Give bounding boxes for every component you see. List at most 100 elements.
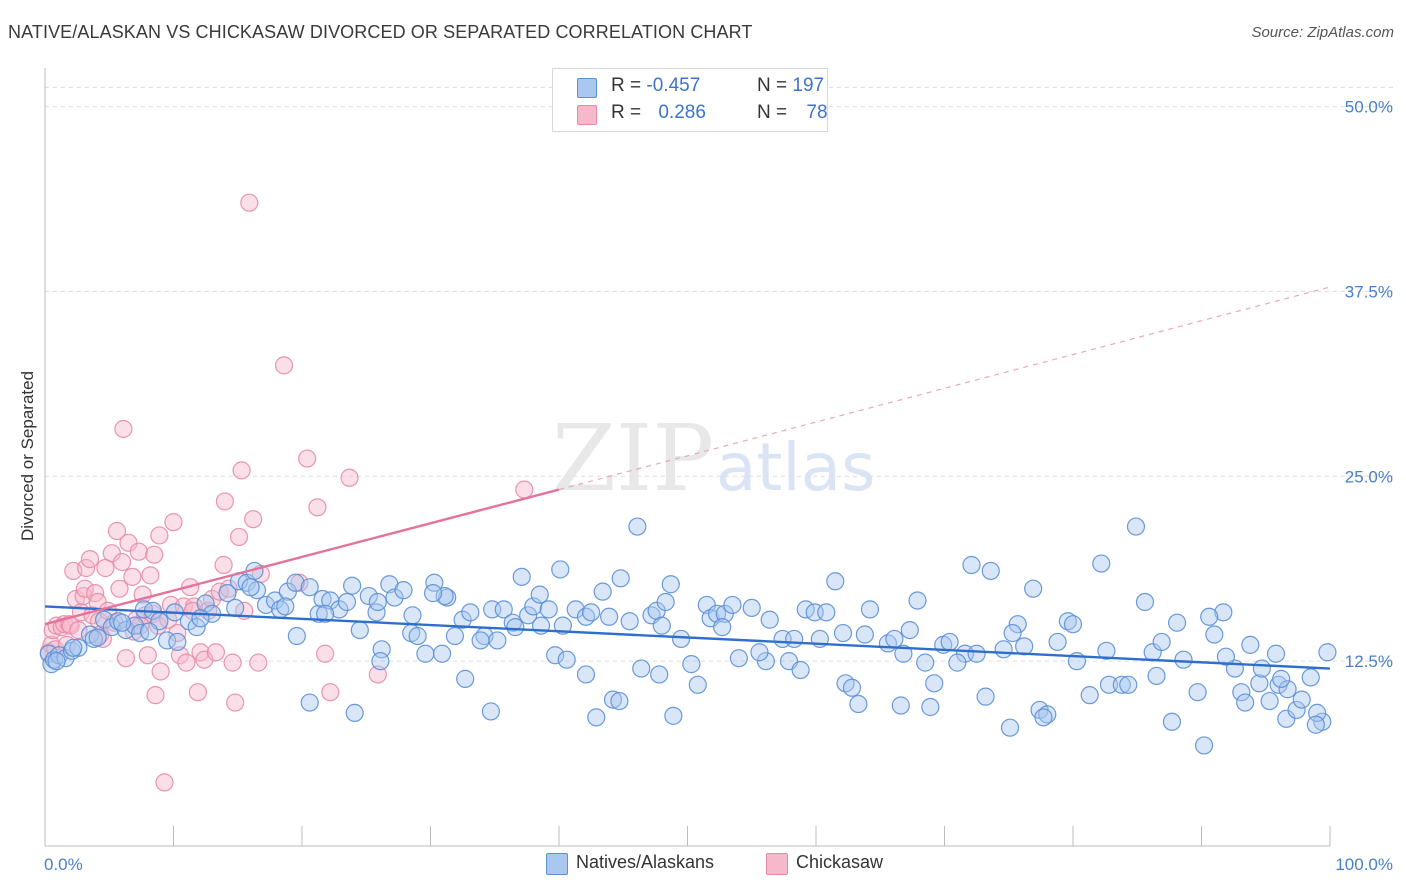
chickasaw-point bbox=[229, 527, 249, 547]
natives-point bbox=[168, 632, 187, 652]
chickasaw-trend-extension bbox=[558, 286, 1331, 491]
chickasaw-point bbox=[316, 644, 335, 663]
bottom-legend-label-natives: Natives/Alaskans bbox=[576, 852, 715, 872]
natives-point bbox=[286, 573, 305, 592]
natives-point bbox=[576, 665, 596, 684]
natives-point bbox=[967, 644, 986, 663]
natives-point bbox=[656, 592, 675, 612]
natives-point bbox=[611, 569, 630, 588]
natives-point bbox=[1205, 625, 1224, 644]
chickasaw-point bbox=[138, 646, 157, 665]
natives-point bbox=[343, 576, 362, 595]
natives-point bbox=[130, 623, 150, 643]
natives-point bbox=[435, 586, 454, 606]
natives-point bbox=[620, 612, 639, 631]
natives-point bbox=[661, 575, 680, 594]
natives-point bbox=[671, 629, 691, 649]
natives-point bbox=[916, 653, 935, 672]
natives-point bbox=[1080, 686, 1099, 705]
natives-point bbox=[265, 591, 285, 610]
natives-point bbox=[1252, 659, 1271, 678]
chickasaw-point bbox=[214, 555, 233, 575]
natives-point bbox=[368, 592, 387, 612]
natives-point bbox=[948, 653, 967, 672]
chickasaw-point bbox=[77, 558, 96, 578]
natives-point bbox=[551, 560, 570, 579]
natives-point bbox=[1112, 675, 1131, 694]
natives-point bbox=[688, 675, 707, 694]
natives-point bbox=[894, 644, 913, 663]
chickasaw-point bbox=[145, 545, 164, 564]
natives-point bbox=[69, 638, 88, 657]
chickasaw-point bbox=[249, 653, 268, 672]
natives-point bbox=[187, 618, 206, 637]
chickasaw-point bbox=[164, 513, 183, 532]
natives-point bbox=[756, 652, 775, 671]
chickasaw-point bbox=[110, 579, 129, 598]
bottom-legend-swatch-natives bbox=[546, 853, 568, 875]
natives-point bbox=[994, 640, 1013, 659]
natives-point bbox=[432, 644, 452, 663]
chickasaw-point bbox=[170, 646, 190, 665]
x-tick-label: 0.0% bbox=[44, 855, 83, 874]
natives-point bbox=[134, 600, 154, 619]
natives-point bbox=[88, 628, 107, 647]
natives-point bbox=[456, 669, 475, 688]
natives-point bbox=[628, 517, 647, 536]
natives-point bbox=[1214, 603, 1233, 622]
natives-point bbox=[1301, 668, 1320, 687]
natives-point bbox=[371, 652, 390, 671]
watermark-zip: ZIP bbox=[552, 405, 714, 512]
natives-point bbox=[512, 567, 531, 586]
x-tick-label: 100.0% bbox=[1335, 855, 1393, 874]
chickasaw-point bbox=[155, 773, 174, 792]
natives-point bbox=[64, 638, 83, 657]
natives-point bbox=[1048, 632, 1067, 652]
natives-point bbox=[403, 606, 422, 625]
tick-labels: 12.5% 25.0% 37.5% 50.0% 0.0% 100.0% bbox=[44, 98, 1393, 874]
natives-point bbox=[652, 616, 671, 635]
chickasaw-point bbox=[141, 566, 160, 585]
natives-point bbox=[1000, 718, 1020, 737]
natives-point bbox=[817, 603, 836, 622]
natives-point bbox=[1232, 683, 1251, 702]
natives-point bbox=[785, 629, 804, 649]
natives-point bbox=[1266, 644, 1286, 663]
natives-point bbox=[488, 631, 507, 650]
natives-point bbox=[226, 598, 245, 618]
natives-point bbox=[276, 597, 295, 616]
natives-point bbox=[593, 582, 612, 601]
chickasaw-point bbox=[146, 686, 165, 705]
natives-point bbox=[1162, 712, 1182, 731]
natives-point bbox=[300, 578, 319, 597]
natives-point bbox=[453, 610, 472, 629]
natives-point bbox=[707, 604, 727, 623]
chickasaw-point bbox=[223, 653, 242, 672]
y-tick-label: 37.5% bbox=[1345, 282, 1393, 301]
natives-point bbox=[1216, 647, 1236, 666]
legend-n-value: 197 bbox=[792, 75, 825, 96]
natives-point bbox=[546, 646, 565, 665]
chickasaw-point bbox=[75, 579, 94, 598]
legend-swatch-natives bbox=[577, 78, 597, 98]
natives-point bbox=[359, 586, 378, 606]
natives-point bbox=[1287, 700, 1306, 720]
natives-point bbox=[729, 649, 749, 668]
bottom-legend-swatch-chickasaw bbox=[766, 853, 788, 875]
natives-point bbox=[519, 606, 538, 625]
natives-point bbox=[1292, 690, 1311, 709]
natives-point bbox=[1058, 612, 1077, 631]
natives-point bbox=[524, 597, 543, 616]
y-tick-label: 12.5% bbox=[1345, 652, 1393, 671]
natives-point bbox=[1147, 666, 1166, 686]
chickasaw-point bbox=[177, 653, 196, 672]
natives-point bbox=[1092, 554, 1111, 573]
natives-point bbox=[632, 659, 651, 678]
natives-point bbox=[408, 626, 427, 646]
natives-point bbox=[587, 708, 606, 727]
natives-point bbox=[750, 643, 769, 662]
natives-point bbox=[908, 591, 927, 610]
natives-point bbox=[1194, 736, 1214, 755]
natives-point bbox=[506, 618, 525, 637]
